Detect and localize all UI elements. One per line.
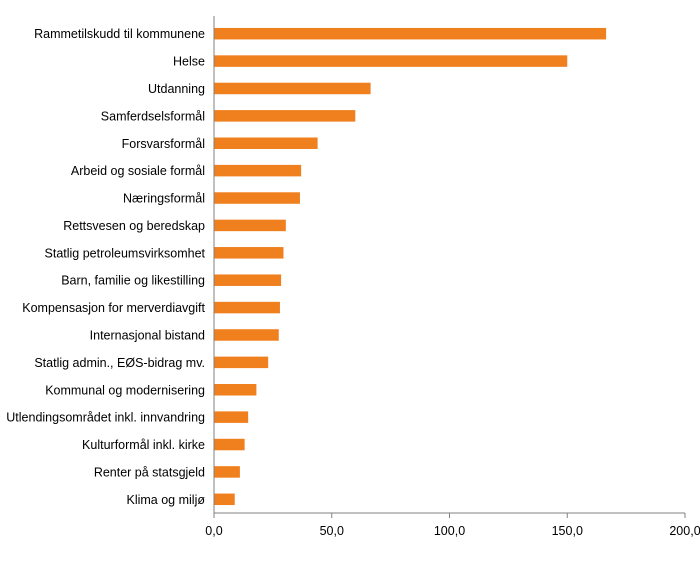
bar-7 xyxy=(214,192,300,204)
category-label: Utdanning xyxy=(148,82,205,96)
x-tick-label: 150,0 xyxy=(552,524,583,538)
category-label: Internasjonal bistand xyxy=(90,328,205,342)
bar-9 xyxy=(214,247,284,259)
x-tick-label: 200,0 xyxy=(669,524,700,538)
bar-6 xyxy=(214,164,302,177)
category-label: Klima og miljø xyxy=(127,493,206,507)
x-tick-label: 0,0 xyxy=(205,524,222,538)
category-label: Samferdselsformål xyxy=(101,109,205,123)
bar-2 xyxy=(214,55,568,67)
category-label: Rettsvesen og beredskap xyxy=(63,219,205,233)
bar-18 xyxy=(214,493,235,506)
category-label: Kulturformål inkl. kirke xyxy=(82,438,205,452)
category-label: Kommunal og modernisering xyxy=(45,383,205,397)
bar-8 xyxy=(214,219,286,232)
bar-12 xyxy=(214,329,279,341)
category-label: Barn, familie og likestilling xyxy=(61,274,205,288)
category-label: Kompensasjon for merverdiavgift xyxy=(22,301,205,315)
bar-15 xyxy=(214,411,249,423)
bar-3 xyxy=(214,82,371,95)
bar-17 xyxy=(214,466,240,478)
category-labels-layer: Rammetilskudd til kommunene Helse Utdannin… xyxy=(6,27,205,507)
bars-layer xyxy=(214,27,607,506)
bar-1 xyxy=(214,27,607,40)
bar-10 xyxy=(214,274,282,286)
bar-14 xyxy=(214,384,257,396)
bar-5 xyxy=(214,137,318,149)
category-label: Renter på statsgjeld xyxy=(94,465,205,479)
bar-4 xyxy=(214,110,356,122)
category-label: Rammetilskudd til kommunene xyxy=(34,27,205,41)
category-label: Helse xyxy=(173,55,205,69)
bar-13 xyxy=(214,356,269,369)
x-tick-label: 50,0 xyxy=(320,524,344,538)
category-label: Arbeid og sosiale formål xyxy=(71,164,205,178)
tick-labels-layer: 0,0 50,0 100,0 150,0 200,0 xyxy=(205,524,700,538)
category-label: Statlig petroleumsvirksomhet xyxy=(45,246,206,260)
bar-11 xyxy=(214,301,280,314)
category-label: Forsvarsformål xyxy=(122,137,205,151)
category-label: Utlendingsområdet inkl. innvandring xyxy=(6,411,205,425)
x-tick-label: 100,0 xyxy=(434,524,465,538)
category-label: Næringsformål xyxy=(123,192,205,206)
bar-16 xyxy=(214,438,245,451)
category-label: Statlig admin., EØS-bidrag mv. xyxy=(34,356,205,370)
axis-layer xyxy=(213,16,686,518)
